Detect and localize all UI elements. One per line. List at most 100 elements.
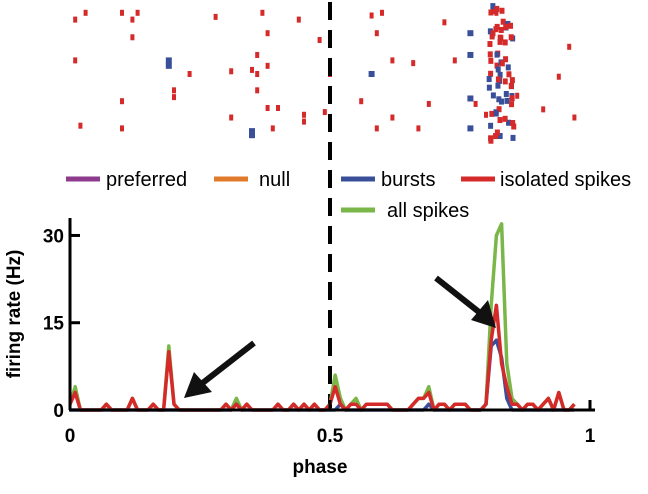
raster-spike-isolated [78, 122, 83, 129]
raster-spike-isolated [172, 87, 176, 94]
x-tick-label: 0 [65, 426, 76, 447]
raster-spike-isolated [390, 114, 395, 121]
raster-spike-isolated [484, 111, 488, 118]
raster-spike-burst [506, 119, 512, 126]
raster-spike-isolated [187, 71, 192, 77]
raster-spike-isolated [296, 16, 301, 23]
raster-spike-burst [467, 30, 474, 37]
raster-spike-burst [503, 90, 509, 97]
x-axis-title: phase [293, 457, 348, 478]
raster-spike-isolated [255, 51, 260, 58]
raster-spike-burst [488, 122, 494, 129]
raster-spike-isolated [255, 87, 260, 94]
arrow-right-head [471, 300, 496, 328]
x-tick-label: 1 [585, 426, 596, 447]
raster-spike-isolated [317, 37, 322, 43]
x-tick-label: 0.5 [317, 426, 344, 447]
raster-spike-isolated [265, 62, 270, 69]
raster-spike-isolated [369, 12, 374, 19]
legend-item-bursts: bursts [341, 169, 435, 191]
y-axis-title: firing rate (Hz) [4, 250, 25, 379]
raster-spike-burst [493, 110, 499, 117]
raster-spike-isolated [213, 13, 218, 20]
raster-spike-isolated [500, 18, 506, 25]
raster-spike-isolated [120, 125, 124, 132]
raster-spike-isolated [229, 114, 234, 121]
raster-spike-isolated [499, 7, 505, 14]
raster-spike-burst [467, 51, 474, 58]
raster-spike-isolated [260, 9, 265, 16]
legend-item-all-spikes: all spikes [341, 200, 469, 222]
raster-spike-isolated [508, 22, 514, 29]
raster-spike-isolated [487, 51, 493, 58]
raster-spike-isolated [390, 57, 395, 64]
raster-spike-isolated [302, 111, 306, 118]
raster-spike-isolated [494, 129, 500, 136]
raster-spike-isolated [509, 95, 515, 102]
raster-spike-isolated [509, 77, 515, 84]
series-line-isolated-spikes [68, 303, 576, 412]
raster-spike-isolated [276, 105, 280, 111]
raster-spike-isolated [515, 92, 520, 99]
raster-spike-isolated [541, 106, 546, 113]
raster-spike-isolated [497, 117, 503, 124]
raster-spike-burst [249, 132, 255, 139]
raster-spike-burst [165, 62, 172, 69]
legend-label-bursts: bursts [381, 169, 435, 191]
raster-spike-isolated [322, 109, 327, 116]
y-tick-label: 0 [53, 401, 64, 422]
raster-spike-isolated [498, 35, 504, 42]
raster-spike-isolated [502, 115, 508, 122]
y-ticks: 0 15 30 [43, 226, 80, 422]
raster-spike-isolated [130, 16, 135, 23]
raster-spike-isolated [411, 60, 416, 67]
raster-spike-isolated [488, 57, 494, 64]
raster-spike-isolated [359, 98, 364, 105]
raster-spike-isolated [509, 101, 515, 108]
raster-spike-isolated [255, 71, 260, 77]
legend: preferred null bursts isolated spikes al… [66, 169, 631, 222]
raster-spike-burst [497, 132, 503, 139]
raster-spike-isolated [73, 57, 78, 64]
raster-spike-isolated [508, 82, 514, 89]
raster-spike-isolated [488, 70, 494, 77]
raster-spike-burst [510, 134, 516, 141]
plot-series [68, 222, 576, 412]
legend-item-null: null [214, 169, 290, 191]
raster-spike-isolated [374, 30, 379, 37]
legend-label-null: null [259, 169, 290, 191]
raster-spike-isolated [270, 125, 275, 132]
y-tick-label: 15 [43, 314, 65, 335]
raster-spike-isolated [503, 23, 509, 30]
spike-raster [73, 3, 577, 144]
raster-spike-burst [490, 92, 496, 99]
raster-spike-burst [368, 71, 375, 77]
raster-spike-isolated [511, 123, 517, 130]
raster-spike-isolated [489, 33, 495, 40]
raster-spike-isolated [490, 30, 496, 37]
raster-spike-isolated [493, 133, 499, 140]
raster-spike-isolated [416, 125, 421, 132]
raster-spike-isolated [497, 38, 503, 45]
raster-spike-isolated [487, 41, 493, 48]
raster-spike-burst [490, 3, 496, 10]
raster-spike-isolated [567, 43, 572, 50]
raster-spike-isolated [130, 34, 135, 41]
raster-spike-isolated [442, 19, 447, 26]
raster-spike-isolated [83, 9, 88, 16]
raster-spike-burst [497, 71, 503, 78]
legend-item-preferred: preferred [66, 169, 187, 191]
raster-spike-isolated [488, 135, 494, 142]
raster-spike-burst [467, 95, 474, 102]
raster-spike-isolated [120, 9, 124, 16]
raster-spike-isolated [250, 66, 254, 73]
raster-spike-burst [495, 66, 501, 73]
arrow-right [434, 275, 496, 328]
raster-spike-isolated [502, 39, 508, 46]
arrow-right-shaft [434, 275, 486, 319]
raster-spike-burst [499, 98, 505, 105]
raster-spike-isolated [506, 71, 512, 78]
raster-spike-isolated [499, 60, 505, 67]
